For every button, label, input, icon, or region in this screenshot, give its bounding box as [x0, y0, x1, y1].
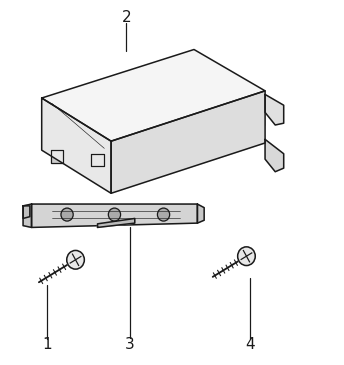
Polygon shape [104, 98, 265, 155]
Polygon shape [92, 154, 104, 166]
Polygon shape [265, 95, 284, 125]
Polygon shape [265, 139, 284, 172]
Circle shape [149, 148, 158, 158]
Circle shape [158, 208, 170, 221]
Circle shape [186, 135, 195, 145]
Polygon shape [23, 204, 32, 227]
Circle shape [67, 250, 84, 269]
Text: 3: 3 [125, 337, 135, 352]
Polygon shape [111, 91, 265, 193]
Polygon shape [197, 204, 204, 223]
Polygon shape [32, 204, 197, 227]
Polygon shape [98, 218, 135, 227]
Text: 2: 2 [121, 10, 131, 26]
Polygon shape [51, 150, 63, 163]
Polygon shape [116, 105, 265, 175]
Polygon shape [104, 148, 116, 175]
Circle shape [238, 247, 255, 265]
Polygon shape [42, 98, 111, 193]
Polygon shape [42, 50, 265, 141]
Polygon shape [23, 206, 30, 218]
Circle shape [224, 123, 232, 132]
Circle shape [61, 208, 73, 221]
Circle shape [108, 208, 120, 221]
Text: 1: 1 [42, 338, 52, 353]
Text: 4: 4 [245, 338, 255, 353]
